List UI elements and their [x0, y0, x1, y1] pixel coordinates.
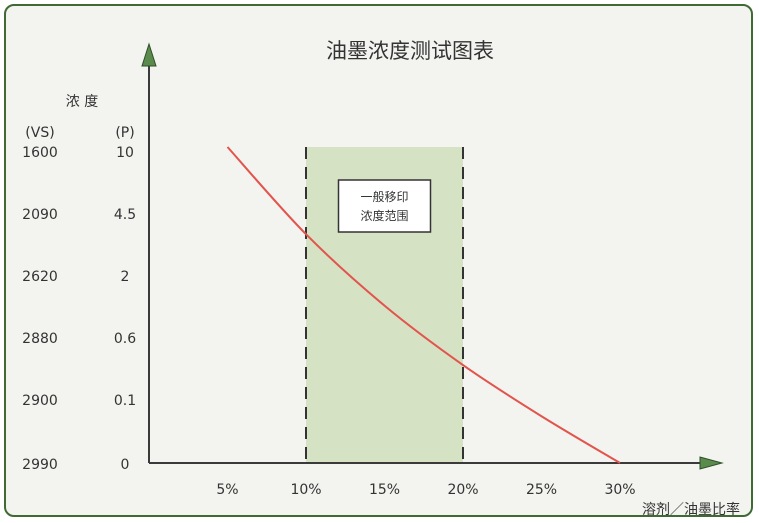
y-tick-p-label: 2 [121, 269, 130, 285]
band-label-box [337, 179, 432, 233]
y-axis-title: 浓 度 [66, 94, 98, 110]
y-tick-p-label: 0.1 [114, 393, 136, 409]
y-tick-vs-label: 2880 [22, 331, 58, 347]
x-tick-label: 25% [526, 482, 557, 498]
y-tick-p-label: 0.6 [114, 331, 136, 347]
y-unit-vs: (VS) [25, 125, 54, 141]
concentration-curve [226, 146, 621, 464]
y-tick-p-label: 4.5 [114, 207, 136, 223]
y-tick-vs-label: 2090 [22, 207, 58, 223]
y-tick-vs-label: 2620 [22, 269, 58, 285]
y-tick-p-label: 10 [116, 145, 134, 161]
y-axis-arrow-icon [141, 42, 157, 67]
y-tick-vs-label: 2900 [22, 393, 58, 409]
y-tick-p-label: 0 [121, 457, 130, 473]
x-axis-arrow-icon [699, 456, 724, 470]
y-unit-p: (P) [115, 125, 134, 141]
x-tick-label: 20% [447, 482, 478, 498]
y-tick-vs-label: 1600 [22, 145, 58, 161]
x-axis-title: 溶剂／油墨比率 [642, 501, 740, 518]
band-label-line1: 一般移印 [360, 189, 408, 204]
x-tick-label: 10% [290, 482, 321, 498]
x-tick-label: 15% [369, 482, 400, 498]
tick-labels: 1600 2090 2620 2880 2900 2990 10 4.5 2 0.6 0.1 0 5% 1… [22, 145, 635, 498]
x-tick-label: 30% [604, 482, 635, 498]
y-tick-vs-label: 2990 [22, 457, 58, 473]
chart-title: 油墨浓度测试图表 [326, 39, 494, 63]
x-tick-label: 5% [216, 482, 238, 498]
band-label-line2: 浓度范围 [360, 208, 408, 223]
